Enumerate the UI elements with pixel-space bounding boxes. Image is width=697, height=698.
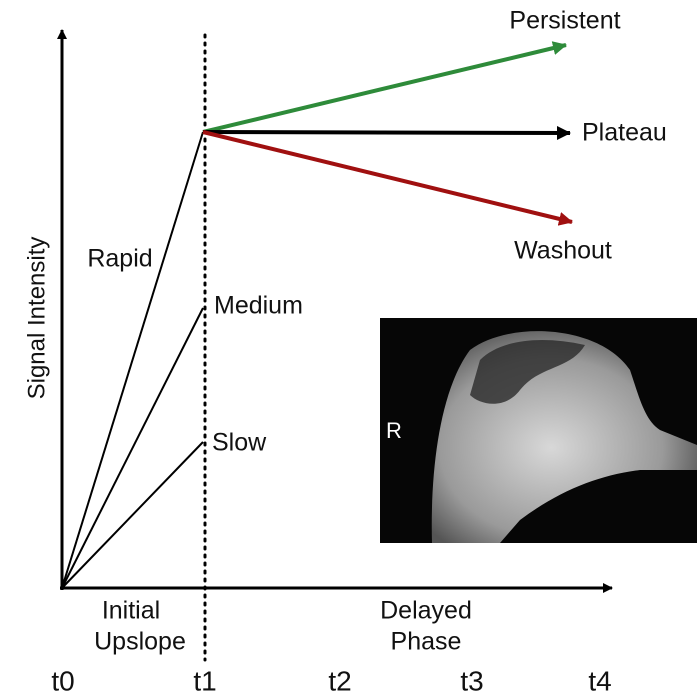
slow-line: [61, 441, 204, 589]
time-label: t2: [328, 665, 351, 696]
phase-label: Delayed: [380, 597, 472, 625]
time-label: t3: [460, 665, 483, 696]
image-label: R: [386, 418, 402, 443]
fibroglandular-tissue: [470, 340, 585, 404]
upslope-lines: [61, 131, 204, 589]
phase-label: Upslope: [94, 628, 186, 656]
time-label: t4: [588, 665, 611, 696]
washout-arrow: [202, 130, 573, 226]
plateau-arrow: [202, 125, 571, 140]
phase-label: Initial: [102, 597, 160, 625]
phase-label: Phase: [391, 628, 462, 656]
rapid-line: [61, 131, 204, 589]
medium-line: [61, 307, 204, 589]
upslope-label: Rapid: [87, 245, 152, 273]
time-label: t1: [193, 665, 216, 696]
time-labels: t0 t1 t2 t3 t4: [51, 665, 611, 696]
persistent-arrow: [202, 41, 567, 134]
curve-label: Washout: [514, 237, 612, 265]
time-label: t0: [51, 665, 74, 696]
upslope-label: Slow: [212, 429, 267, 457]
curve-label: Persistent: [509, 7, 620, 35]
upslope-label: Medium: [214, 292, 303, 320]
mri-image: R: [380, 318, 697, 543]
y-axis-label: Signal Intensity: [23, 237, 50, 400]
axes: [57, 29, 613, 593]
curve-label: Plateau: [582, 119, 667, 147]
